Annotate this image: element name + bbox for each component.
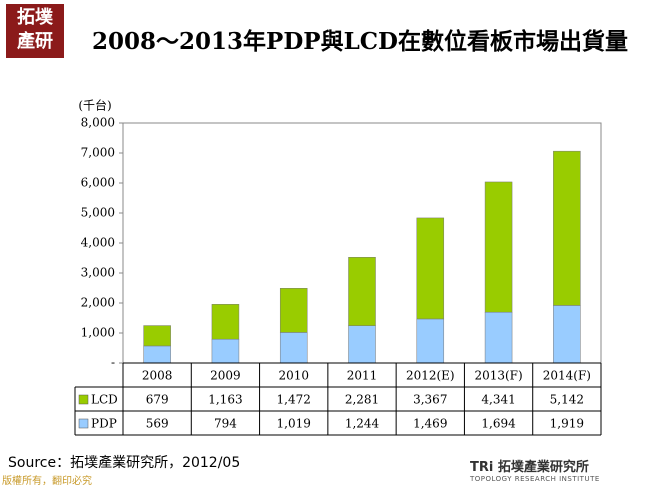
y-tick-label: 6,000 [81, 176, 115, 190]
legend-label: LCD [91, 393, 118, 407]
table-value: 1,472 [277, 393, 311, 407]
bar-segment [143, 325, 171, 347]
bar-segment [143, 345, 171, 364]
bar-segment [348, 325, 376, 364]
brand-english: TOPOLOGY RESEARCH INSTITUTE [470, 475, 600, 483]
source: Source：拓墣產業研究所，2012/05 [8, 455, 241, 471]
bar-segment [484, 181, 513, 313]
logo: 拓墣 產研 [6, 4, 64, 58]
bar-segment [553, 150, 581, 306]
y-tick-label: 2,000 [81, 296, 115, 310]
chart-title: 2008～2013年PDP與LCD在數位看板市場出貨量 [92, 28, 628, 55]
bar-segment [279, 332, 308, 364]
table-value: 3,367 [413, 393, 447, 407]
table-value: 1,694 [481, 417, 516, 431]
table-value: 2,281 [345, 393, 379, 407]
table-value: 4,341 [481, 393, 515, 407]
table-value: 1,019 [277, 417, 311, 431]
brand: TRi 拓墣產業研究所 TOPOLOGY RESEARCH INSTITUTE [470, 456, 600, 483]
bar-segment [416, 217, 445, 320]
legend-swatch [78, 418, 89, 429]
legend-swatch [78, 394, 89, 405]
y-axis-label: (千台) [78, 98, 111, 113]
y-tick-label: 5,000 [81, 206, 115, 220]
bar-segment [416, 318, 445, 364]
legend-label: PDP [91, 417, 117, 431]
table-value: 794 [214, 417, 237, 431]
bar-segment [348, 257, 376, 326]
y-tick-label: 7,000 [81, 146, 115, 160]
table-value: 569 [146, 417, 169, 431]
y-tick-label: - [111, 356, 115, 370]
x-tick-label: 2014(F) [543, 369, 591, 383]
bar-segment [484, 311, 513, 364]
y-tick-label: 3,000 [81, 266, 115, 280]
y-tick-label: 4,000 [81, 236, 115, 250]
y-tick-label: 1,000 [81, 326, 115, 340]
bar-segment [211, 338, 240, 364]
x-tick-label: 2012(E) [406, 369, 455, 383]
bar-segment [279, 288, 308, 333]
x-tick-label: 2010 [278, 369, 309, 383]
table-value: 679 [146, 393, 169, 407]
y-tick-label: 8,000 [81, 116, 115, 130]
table-value: 1,163 [208, 393, 242, 407]
x-tick-label: 2008 [142, 369, 173, 383]
table-value: 1,469 [413, 417, 447, 431]
copyright: 版權所有，翻印必究 [2, 476, 92, 487]
table-value: 1,244 [345, 417, 380, 431]
bar-segment [211, 304, 240, 340]
table-value: 1,919 [550, 417, 584, 431]
x-tick-label: 2009 [210, 369, 241, 383]
logo-text: 拓墣 [17, 7, 53, 28]
x-tick-label: 2011 [347, 369, 378, 383]
brand-name: TRi 拓墣產業研究所 [470, 460, 589, 475]
table-value: 5,142 [550, 393, 584, 407]
bar-segment [553, 305, 581, 364]
logo-text: 產研 [17, 31, 53, 52]
x-tick-label: 2013(F) [474, 369, 522, 383]
